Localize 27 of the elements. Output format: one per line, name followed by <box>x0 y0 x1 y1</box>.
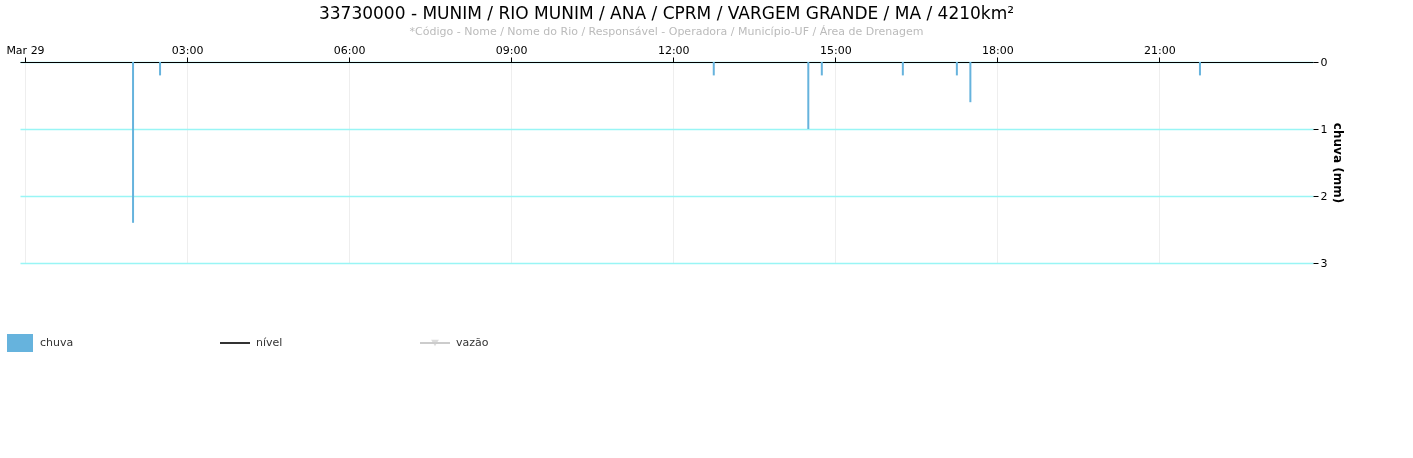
x-tick-label: 18:00 <box>982 43 1014 57</box>
x-tick-label: 09:00 <box>495 43 528 57</box>
bar <box>969 62 972 103</box>
x-tick-label: Mar 29 <box>6 43 45 57</box>
x-tick-label: 03:00 <box>171 43 204 57</box>
y-tick-label: 2 <box>1320 189 1328 203</box>
bar <box>901 62 904 76</box>
bar <box>132 62 135 223</box>
bar <box>1198 62 1201 76</box>
chart-subtitle: *Código - Nome / Nome do Rio / Responsável - Operadora / Município-UF / Área de Drenagem <box>409 25 924 38</box>
bar <box>159 62 162 76</box>
y-tick-label: 0 <box>1320 55 1328 69</box>
y-tick-label: 3 <box>1320 256 1328 270</box>
bar <box>712 62 715 76</box>
x-tick-label: 12:00 <box>657 43 690 57</box>
legend-label: vazão <box>456 336 489 349</box>
bar <box>955 62 958 76</box>
legend-label: chuva <box>40 336 74 349</box>
x-tick-label: 06:00 <box>333 43 366 57</box>
y-axis-title: chuva (mm) <box>1331 122 1346 204</box>
x-tick-label: 21:00 <box>1144 43 1176 57</box>
bar <box>807 62 810 129</box>
chart-title: 33730000 - MUNIM / RIO MUNIM / ANA / CPRM / VARGEM GRANDE / MA / 4210km² <box>318 3 1015 23</box>
legend-label: nível <box>256 336 283 349</box>
x-tick-label: 15:00 <box>819 43 852 57</box>
bar <box>820 62 823 76</box>
y-tick-label: 1 <box>1320 122 1328 136</box>
